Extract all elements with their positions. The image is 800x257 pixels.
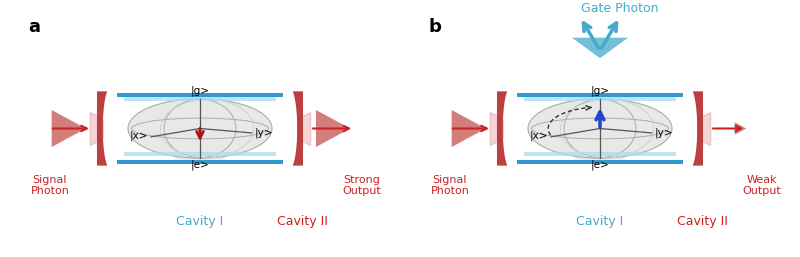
Text: Cavity I: Cavity I xyxy=(576,215,624,228)
Polygon shape xyxy=(572,38,628,58)
Polygon shape xyxy=(316,110,350,147)
Text: Strong
Output: Strong Output xyxy=(342,175,382,196)
Bar xyxy=(524,97,676,101)
Text: Weak
Output: Weak Output xyxy=(742,175,782,196)
Bar xyxy=(518,93,683,97)
Text: Gate Photon: Gate Photon xyxy=(582,2,658,15)
Text: |g>: |g> xyxy=(190,86,210,96)
Text: Cavity II: Cavity II xyxy=(677,215,727,228)
Text: b: b xyxy=(428,18,441,36)
Polygon shape xyxy=(734,122,746,135)
Ellipse shape xyxy=(128,99,272,158)
Bar xyxy=(124,97,276,101)
Polygon shape xyxy=(497,91,507,166)
Bar xyxy=(118,160,283,164)
Ellipse shape xyxy=(528,99,672,158)
Bar xyxy=(574,97,626,160)
Text: |y>: |y> xyxy=(254,127,274,137)
Text: Signal
Photon: Signal Photon xyxy=(30,175,70,196)
Polygon shape xyxy=(293,91,303,166)
Text: |e>: |e> xyxy=(190,160,210,170)
Text: |e>: |e> xyxy=(590,160,610,170)
Polygon shape xyxy=(693,91,703,166)
Bar xyxy=(124,152,276,155)
Polygon shape xyxy=(452,110,486,147)
Bar xyxy=(118,93,283,97)
Bar xyxy=(175,97,226,160)
Text: |x>: |x> xyxy=(130,131,148,141)
Polygon shape xyxy=(97,91,107,166)
Polygon shape xyxy=(52,110,86,147)
Text: Signal
Photon: Signal Photon xyxy=(430,175,470,196)
Text: |x>: |x> xyxy=(530,131,548,141)
Bar xyxy=(524,152,676,155)
Text: Cavity II: Cavity II xyxy=(277,215,327,228)
Text: a: a xyxy=(28,18,40,36)
Text: |g>: |g> xyxy=(590,86,610,96)
Bar xyxy=(518,160,683,164)
Text: Cavity I: Cavity I xyxy=(176,215,224,228)
Text: |y>: |y> xyxy=(654,127,674,137)
